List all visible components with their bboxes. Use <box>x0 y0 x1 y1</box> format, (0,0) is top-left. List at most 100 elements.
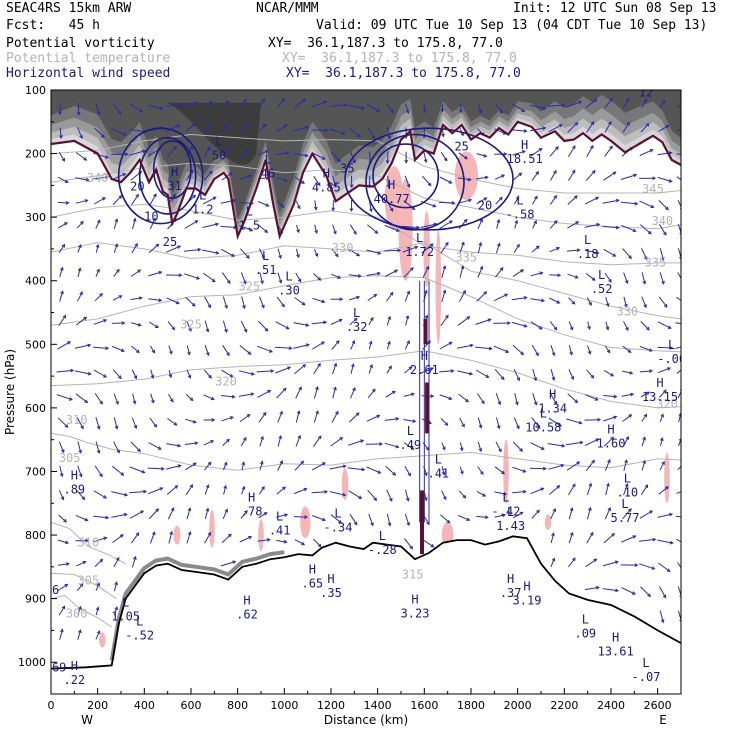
wind-vector-shaft <box>294 297 306 306</box>
wind-vector <box>422 175 432 187</box>
wind-vector <box>641 98 648 109</box>
wind-vector-shaft <box>548 124 563 133</box>
wind-vector-shaft <box>186 320 192 332</box>
wind-vector-head <box>411 206 416 211</box>
wind-vector-head <box>646 391 651 396</box>
wind-vector-shaft <box>204 461 212 471</box>
wind-vector <box>274 346 293 350</box>
wind-vector <box>457 370 474 376</box>
wind-vector-head <box>575 221 580 225</box>
wind-vector <box>384 442 400 449</box>
wind-vector-head <box>556 300 561 304</box>
wind-vector-shaft <box>75 177 89 181</box>
extremum-type: L <box>621 497 628 511</box>
wind-vector <box>258 411 267 423</box>
wind-vector-head <box>573 195 578 199</box>
wind-vector-shaft <box>659 272 665 285</box>
wind-vector-shaft <box>222 462 228 471</box>
wind-vector-head <box>535 245 540 250</box>
wind-vector-shaft <box>566 249 580 252</box>
extremum-type: L <box>642 656 649 670</box>
wind-vector <box>385 151 390 165</box>
wind-vector-head <box>590 144 594 149</box>
wind-vector <box>604 121 612 133</box>
extremum-type: H <box>656 376 663 390</box>
wind-vector-head <box>242 305 246 310</box>
wind-vector-head <box>574 275 579 279</box>
wind-vector <box>184 101 198 108</box>
wind-vector <box>531 245 540 253</box>
wind-vector-head <box>556 484 561 489</box>
wind-vector-head <box>542 466 547 471</box>
wind-vector-shaft <box>585 99 598 109</box>
wind-vector <box>586 369 595 379</box>
wind-vector-shaft <box>258 98 266 109</box>
wind-vector-shaft <box>530 442 545 450</box>
wind-vector <box>530 487 545 495</box>
wind-vector <box>403 200 416 211</box>
x-tick-label: 1400 <box>364 699 392 712</box>
wind-vector-shaft <box>457 515 470 521</box>
y-tick-label: 400 <box>25 275 46 288</box>
wind-vector <box>168 369 173 379</box>
wind-vector-head <box>551 557 556 562</box>
wind-vector <box>59 127 63 140</box>
wind-vector <box>239 174 252 180</box>
wind-vector-shaft <box>531 171 539 181</box>
wind-vector-head <box>569 507 574 512</box>
wind-vector <box>404 290 411 302</box>
wind-vector-head <box>352 159 356 164</box>
wind-vector <box>295 224 300 234</box>
wind-vector-head <box>395 417 400 421</box>
wind-vector-shaft <box>112 534 124 544</box>
wind-vector-shaft <box>58 244 66 253</box>
theta-contour-label: 320 <box>656 397 678 411</box>
wind-vector-head <box>261 485 265 490</box>
wind-vector-head <box>516 377 520 382</box>
wind-vector-shaft <box>404 465 411 476</box>
wind-vector <box>222 461 228 471</box>
wind-vector <box>329 491 347 497</box>
wind-vector-head <box>478 448 483 453</box>
wind-vector <box>330 514 343 524</box>
theta-contour-label: 340 <box>87 171 109 185</box>
wind-vector-shaft <box>131 194 139 206</box>
wind-vector-head <box>351 363 355 368</box>
wind-vector-shaft <box>639 510 653 519</box>
wind-vector <box>240 148 249 156</box>
wind-vector-head <box>302 98 307 103</box>
wind-vector-head <box>81 496 86 501</box>
wind-vector-shaft <box>657 346 673 349</box>
wind-vector-shaft <box>222 509 228 519</box>
wind-vector <box>111 152 129 157</box>
wind-vector <box>547 443 566 448</box>
negative-pv-patch <box>99 632 106 648</box>
wind-vector-shaft <box>349 224 357 235</box>
wind-contour-label: 10 <box>144 209 158 223</box>
wind-vector <box>640 122 650 133</box>
extremum-marker: H.35 <box>320 572 342 600</box>
wind-vector <box>347 467 366 472</box>
wind-vector <box>367 388 376 399</box>
wind-vector-shaft <box>58 222 68 229</box>
wind-vector-shaft <box>113 607 118 616</box>
wind-vector <box>332 386 337 399</box>
wind-vector-head <box>387 522 392 527</box>
wind-vector-shaft <box>277 248 282 259</box>
wind-vector <box>640 484 649 495</box>
wind-vector-shaft <box>568 369 574 380</box>
extremum-type: L <box>285 269 292 283</box>
wind-vector-head <box>361 467 366 472</box>
wind-vector-shaft <box>440 242 449 254</box>
wind-vector-head <box>229 416 234 420</box>
wind-vector <box>331 200 336 212</box>
wind-vector-head <box>153 193 157 198</box>
extremum-marker: L.49 <box>399 424 421 452</box>
wind-vector-shaft <box>459 417 465 427</box>
wind-vector-shaft <box>493 293 508 302</box>
wind-vector-head <box>317 277 322 281</box>
wind-vector-shaft <box>476 515 488 518</box>
wind-vector <box>513 196 520 205</box>
wind-vector-shaft <box>257 390 271 398</box>
wind-vector-head <box>333 230 337 235</box>
